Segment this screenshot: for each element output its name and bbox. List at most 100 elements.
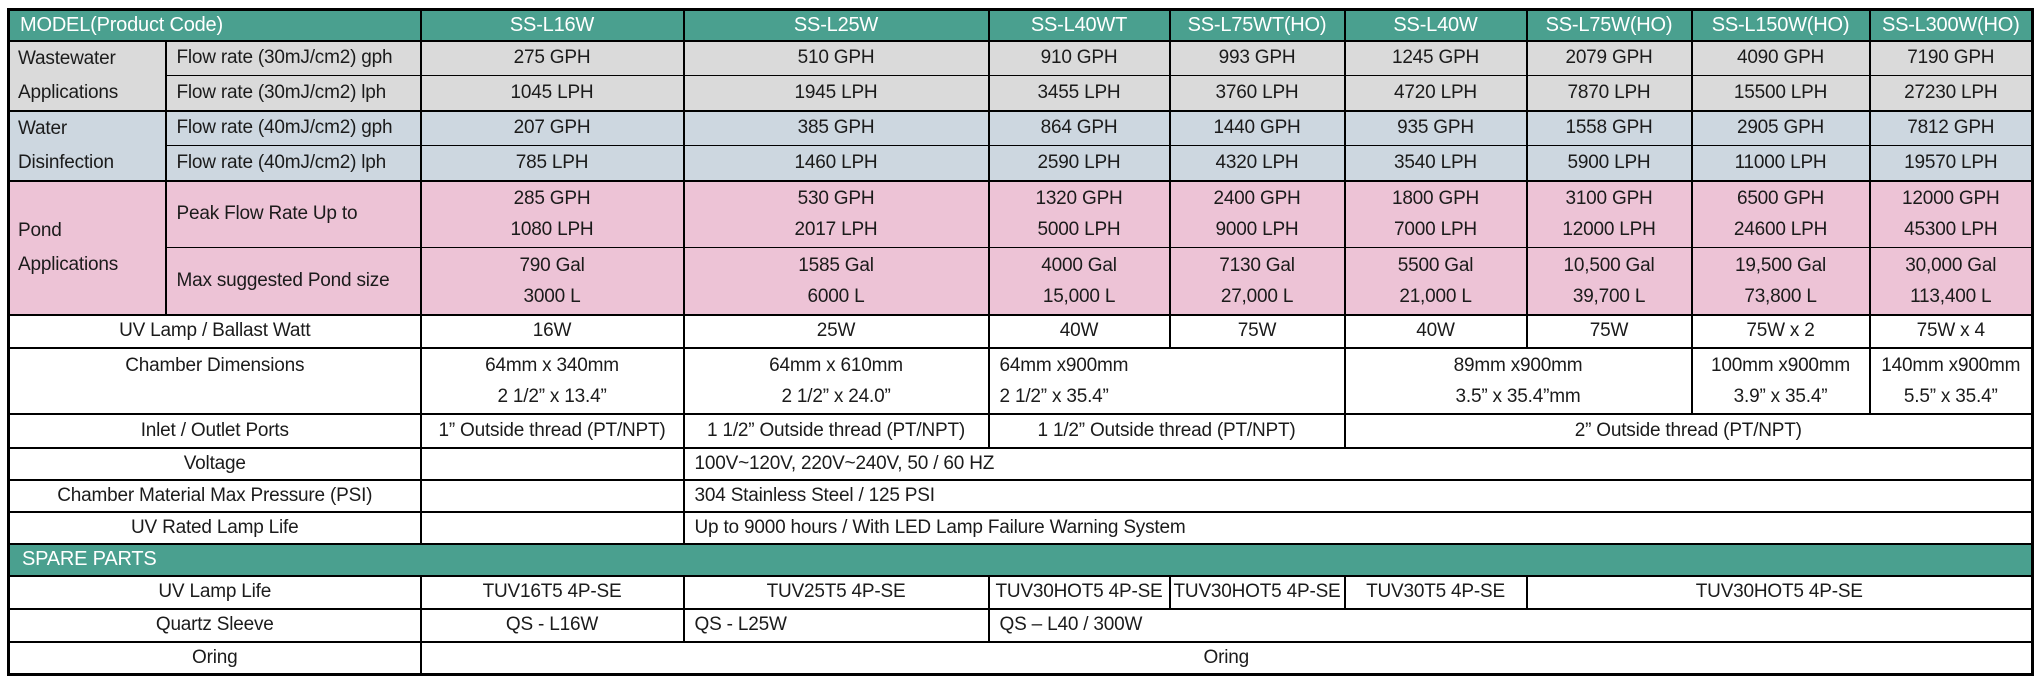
oring-value-cell: Oring <box>419 640 2034 676</box>
flow30-lph-cell: 3760 LPH <box>1168 75 1346 112</box>
chamber-cell: 64mm x 340mm 2 1/2” x 13.4” <box>419 346 685 415</box>
pond-size-cell: 30,000 Gal 113,400 L <box>1868 247 2034 316</box>
peak-flow-cell: 285 GPH 1080 LPH <box>419 179 685 248</box>
chamber-in: 2 1/2” x 35.4” <box>999 385 1109 407</box>
wastewater-lph-row: Flow rate (30mJ/cm2) lph 1045 LPH 1945 L… <box>9 75 2034 112</box>
group-pond-applications: Pond Applications <box>7 179 167 316</box>
peak-gph: 6500 GPH <box>1736 188 1825 210</box>
size-l: 39,700 L <box>1572 285 1646 307</box>
pond-size-cell: 10,500 Gal 39,700 L <box>1525 247 1693 316</box>
group-label-line: Pond <box>18 219 62 241</box>
flow40-gph-cell: 7812 GPH <box>1868 109 2034 146</box>
peak-gph: 1320 GPH <box>1035 188 1123 210</box>
chamber-in: 2 1/2” x 13.4” <box>497 385 607 407</box>
peak-lph: 9000 LPH <box>1215 219 1299 241</box>
peak-lph: 1080 LPH <box>510 219 594 241</box>
row-label-voltage: Voltage <box>7 446 422 481</box>
flow40-gph-cell: 1558 GPH <box>1525 109 1693 146</box>
flow30-gph-cell: 4090 GPH <box>1690 39 1871 76</box>
size-gal: 10,500 Gal <box>1563 254 1655 276</box>
lamp-watt-cell: 75W <box>1168 313 1346 349</box>
flow30-gph-cell: 2079 GPH <box>1525 39 1693 76</box>
spare-uv-lamp-cell: TUV30HOT5 4P-SE <box>1525 574 2034 610</box>
peak-gph: 2400 GPH <box>1213 188 1301 210</box>
flow40-lph-cell: 19570 LPH <box>1868 145 2034 182</box>
row-label-ports: Inlet / Outlet Ports <box>7 412 422 449</box>
size-gal: 30,000 Gal <box>1905 254 1997 276</box>
lamp-life-row: UV Rated Lamp Life Up to 9000 hours / Wi… <box>7 510 2034 545</box>
flow30-gph-cell: 510 GPH <box>682 39 990 76</box>
flow30-gph-cell: 1245 GPH <box>1343 39 1528 76</box>
size-l: 21,000 L <box>1399 285 1472 307</box>
flow40-lph-cell: 3540 LPH <box>1343 145 1528 182</box>
chamber-mm: 89mm x900mm <box>1453 354 1583 376</box>
flow40-lph-cell: 785 LPH <box>419 145 685 182</box>
lamp-watt-cell: 40W <box>987 313 1171 349</box>
chamber-mm: 64mm x 340mm <box>485 354 619 376</box>
flow30-gph-cell: 7190 GPH <box>1868 39 2034 76</box>
peak-flow-cell: 2400 GPH 9000 LPH <box>1168 179 1346 248</box>
lamp-watt-cell: 25W <box>682 313 990 349</box>
row-label-lamp-life: UV Rated Lamp Life <box>7 510 422 545</box>
peak-gph: 3100 GPH <box>1565 188 1653 210</box>
chamber-mm: 64mm x900mm <box>999 354 1129 376</box>
flow40-gph-cell: 207 GPH <box>419 109 685 146</box>
group-label-line: Applications <box>18 81 119 103</box>
ports-cell: 1 1/2” Outside thread (PT/NPT) <box>682 412 990 449</box>
row-label-quartz: Quartz Sleeve <box>7 607 422 643</box>
peak-flow-cell: 1800 GPH 7000 LPH <box>1343 179 1528 248</box>
ports-row: Inlet / Outlet Ports 1” Outside thread (… <box>7 412 2034 449</box>
voltage-value-cell: 100V~120V, 220V~240V, 50 / 60 HZ <box>682 446 2034 481</box>
pond-size-row: Max suggested Pond size 790 Gal 3000 L 15… <box>9 247 2034 316</box>
flow40-lph-cell: 1460 LPH <box>682 145 990 182</box>
water-gph-row: Water Disinfection Flow rate (40mJ/cm2) … <box>7 109 2034 182</box>
chamber-in: 5.5” x 35.4” <box>1903 385 1998 407</box>
spare-parts-title: SPARE PARTS <box>7 542 2034 577</box>
group-label-line: Wastewater <box>18 47 116 69</box>
quartz-cell: QS – L40 / 300W <box>987 607 2034 643</box>
size-l: 73,800 L <box>1744 285 1817 307</box>
chamber-cell: 89mm x900mm 3.5” x 35.4”mm <box>1343 346 1693 415</box>
flow30-lph-cell: 27230 LPH <box>1868 75 2034 112</box>
wastewater-gph-row: Wastewater Applications Flow rate (30mJ/… <box>7 39 2034 112</box>
peak-gph: 1800 GPH <box>1391 188 1480 210</box>
header-ss-l300w-ho: SS-L300W(HO) <box>1868 8 2034 42</box>
chamber-mm: 100mm x900mm <box>1710 354 1851 376</box>
spare-uv-lamp-cell: TUV16T5 4P-SE <box>419 574 685 610</box>
peak-flow-cell: 6500 GPH 24600 LPH <box>1690 179 1871 248</box>
size-gal: 7130 Gal <box>1219 254 1295 276</box>
peak-lph: 2017 LPH <box>794 219 878 241</box>
flow40-lph-cell: 5900 LPH <box>1525 145 1693 182</box>
row-label-spare-uv-lamp: UV Lamp Life <box>7 574 422 610</box>
water-lph-row: Flow rate (40mJ/cm2) lph 785 LPH 1460 LP… <box>9 145 2034 182</box>
header-ss-l40wt: SS-L40WT <box>987 8 1171 42</box>
ports-cell: 1” Outside thread (PT/NPT) <box>419 412 685 449</box>
lamp-life-value-cell: Up to 9000 hours / With LED Lamp Failure… <box>682 510 2034 545</box>
header-ss-l150w-ho: SS-L150W(HO) <box>1690 8 1871 42</box>
peak-gph: 12000 GPH <box>1902 188 2000 210</box>
pond-size-cell: 7130 Gal 27,000 L <box>1168 247 1346 316</box>
size-l: 3000 L <box>523 285 581 307</box>
spare-parts-band-row: SPARE PARTS <box>7 542 2034 577</box>
material-row: Chamber Material Max Pressure (PSI) 304 … <box>7 478 2034 513</box>
peak-flow-cell: 3100 GPH 12000 LPH <box>1525 179 1693 248</box>
chamber-in: 2 1/2” x 24.0” <box>781 385 891 407</box>
lamp-watt-cell: 40W <box>1343 313 1528 349</box>
quartz-sleeve-row: Quartz Sleeve QS - L16W QS - L25W QS – L… <box>7 607 2034 643</box>
row-label-flow40-lph: Flow rate (40mJ/cm2) lph <box>164 145 422 182</box>
spare-uv-lamp-cell: TUV30T5 4P-SE <box>1343 574 1528 610</box>
group-label-line: Applications <box>18 253 119 275</box>
voltage-row: Voltage 100V~120V, 220V~240V, 50 / 60 HZ <box>7 446 2034 481</box>
pond-size-cell: 5500 Gal 21,000 L <box>1343 247 1528 316</box>
material-value-cell: 304 Stainless Steel / 125 PSI <box>682 478 2034 513</box>
chamber-cell: 100mm x900mm 3.9” x 35.4” <box>1690 346 1871 415</box>
group-water-disinfection: Water Disinfection <box>7 109 167 182</box>
group-label-line: Water <box>18 117 67 139</box>
header-ss-l16w: SS-L16W <box>419 8 685 42</box>
size-gal: 4000 Gal <box>1041 254 1117 276</box>
header-ss-l75wt-ho: SS-L75WT(HO) <box>1168 8 1346 42</box>
chamber-cell: 64mm x 610mm 2 1/2” x 24.0” <box>682 346 990 415</box>
flow30-lph-cell: 7870 LPH <box>1525 75 1693 112</box>
row-label-chamber: Chamber Dimensions <box>7 346 422 415</box>
